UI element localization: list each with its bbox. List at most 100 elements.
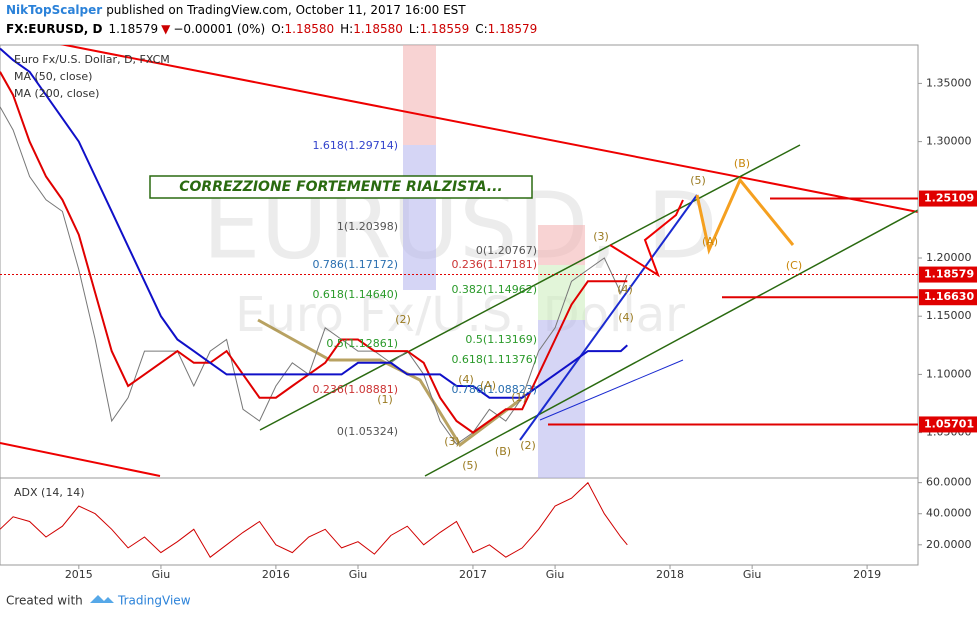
ohlc-label: C: — [475, 22, 487, 36]
price-label-box — [919, 190, 977, 207]
price-label: 1.25109 — [924, 192, 974, 205]
drawings — [0, 45, 918, 478]
annotation: 0.236(1.08881) — [312, 383, 398, 396]
chart-title: Euro Fx/U.S. Dollar, D, FXCM — [14, 53, 170, 66]
annotation: 0.618(1.14640) — [312, 288, 398, 301]
price-label: 1.05701 — [924, 417, 974, 430]
published: published on TradingView.com, October 11… — [106, 3, 466, 17]
trendline — [519, 194, 698, 441]
plot-1 — [0, 481, 628, 558]
fib-zone — [538, 265, 585, 320]
ohlc-value: 1.18579 — [488, 22, 538, 36]
ohlc-label: L: — [409, 22, 420, 36]
annotation: (B) — [734, 157, 750, 170]
annotation: 0.5(1.13169) — [465, 333, 537, 346]
annotation: 0.382(1.14962) — [451, 283, 537, 296]
annotation: 0.786(1.08823) — [451, 383, 537, 396]
series-line — [0, 106, 628, 445]
legend-entry: MA (50, close) — [14, 70, 92, 83]
series-line — [0, 47, 628, 399]
price-label: 1.16630 — [924, 290, 974, 303]
symbol-line: FX:EURUSD, D 1.18579 ▼ −0.00001 (0%) O:1.185… — [6, 22, 537, 36]
annotation: 0.786(1.17172) — [312, 258, 398, 271]
channel-line — [259, 144, 801, 431]
plot-0 — [0, 47, 628, 445]
y-tick-label: 1.20000 — [926, 251, 972, 264]
annotation: (5) — [690, 174, 706, 187]
annotation: 1.618(1.29714) — [312, 139, 398, 152]
ohlc-value: 1.18559 — [420, 22, 470, 36]
annotation: (4) — [618, 311, 634, 324]
change: −0.00001 (0%) — [173, 22, 265, 36]
price-label-box — [919, 416, 977, 433]
annotation: 0(1.20767) — [476, 244, 537, 257]
x-tick-label: 2017 — [459, 568, 487, 581]
annotation: (C) — [786, 259, 802, 272]
x-tick-label: Giu — [349, 568, 368, 581]
trendline — [0, 442, 161, 477]
annotation: 0.236(1.17181) — [451, 258, 537, 271]
annotation: (2) — [520, 439, 536, 452]
annotation: (A) — [480, 379, 496, 392]
x-tick-label: 2019 — [853, 568, 881, 581]
annotation: 0.5(1.12861) — [326, 337, 398, 350]
logo — [90, 595, 114, 603]
y-tick-label: 40.0000 — [926, 507, 972, 520]
annotation: (3) — [593, 230, 609, 243]
change-arrow: ▼ — [161, 22, 171, 36]
fib-zone — [403, 45, 436, 145]
footer-created: Created with — [6, 594, 83, 608]
annotation: (5) — [462, 459, 478, 472]
note: CORREZZIONE FORTEMENTE RIALZISTA... — [179, 179, 503, 195]
channel-line — [424, 209, 918, 477]
series-line — [0, 481, 628, 558]
ohlc: O:1.18580 H:1.18580 L:1.18559 C:1.18579 — [271, 22, 537, 36]
trendline — [59, 45, 918, 213]
price-label-box — [919, 289, 977, 306]
y-tick-label: 1.10000 — [926, 367, 972, 380]
forecast-path — [695, 177, 795, 255]
fib-zone — [538, 320, 585, 478]
annotation: (3) — [444, 435, 460, 448]
x-tick-label: Giu — [152, 568, 171, 581]
annotation: (4) — [617, 283, 633, 296]
x-tick-label: Giu — [743, 568, 762, 581]
legend-entry: MA (200, close) — [14, 87, 99, 100]
annotation: (B) — [495, 445, 511, 458]
annotation: (2) — [395, 313, 411, 326]
ohlc-label: H: — [340, 22, 353, 36]
annotation: 0.618(1.11376) — [451, 353, 537, 366]
y-tick-label: 1.30000 — [926, 135, 972, 148]
price-label: 1.18579 — [924, 268, 974, 281]
y-tick-label: 20.0000 — [926, 538, 972, 551]
forecast-path — [609, 199, 684, 278]
ohlc-value: 1.18580 — [285, 22, 335, 36]
legend-entry: ADX (14, 14) — [14, 486, 85, 499]
trendline — [539, 359, 684, 421]
ohlc-value: 1.18580 — [353, 22, 403, 36]
annotation: (1) — [511, 391, 527, 404]
annotation: (A) — [702, 235, 718, 248]
y-tick-label: 1.35000 — [926, 76, 972, 89]
x-tick-label: 2018 — [656, 568, 684, 581]
note-box — [149, 175, 533, 199]
annotation: (1) — [377, 393, 393, 406]
y-tick-label: 60.0000 — [926, 476, 972, 489]
annotation: 0(1.05324) — [337, 425, 398, 438]
y-tick-label: 1.15000 — [926, 309, 972, 322]
fib-zone — [403, 145, 436, 290]
last: 1.18579 — [108, 22, 158, 36]
x-tick-label: 2015 — [65, 568, 93, 581]
fib-zone — [538, 225, 585, 265]
x-tick-label: Giu — [546, 568, 565, 581]
symbol: FX:EURUSD, D — [6, 22, 103, 36]
header-line: NikTopScalper published on TradingView.co… — [6, 3, 466, 17]
footer-brand[interactable]: TradingView — [117, 594, 191, 608]
x-tick-label: 2016 — [262, 568, 290, 581]
annotation: (4) — [458, 373, 474, 386]
price-label-box — [919, 266, 977, 283]
ohlc-label: O: — [271, 22, 284, 36]
author[interactable]: NikTopScalper — [6, 3, 102, 17]
annotation: 1(1.20398) — [337, 220, 398, 233]
